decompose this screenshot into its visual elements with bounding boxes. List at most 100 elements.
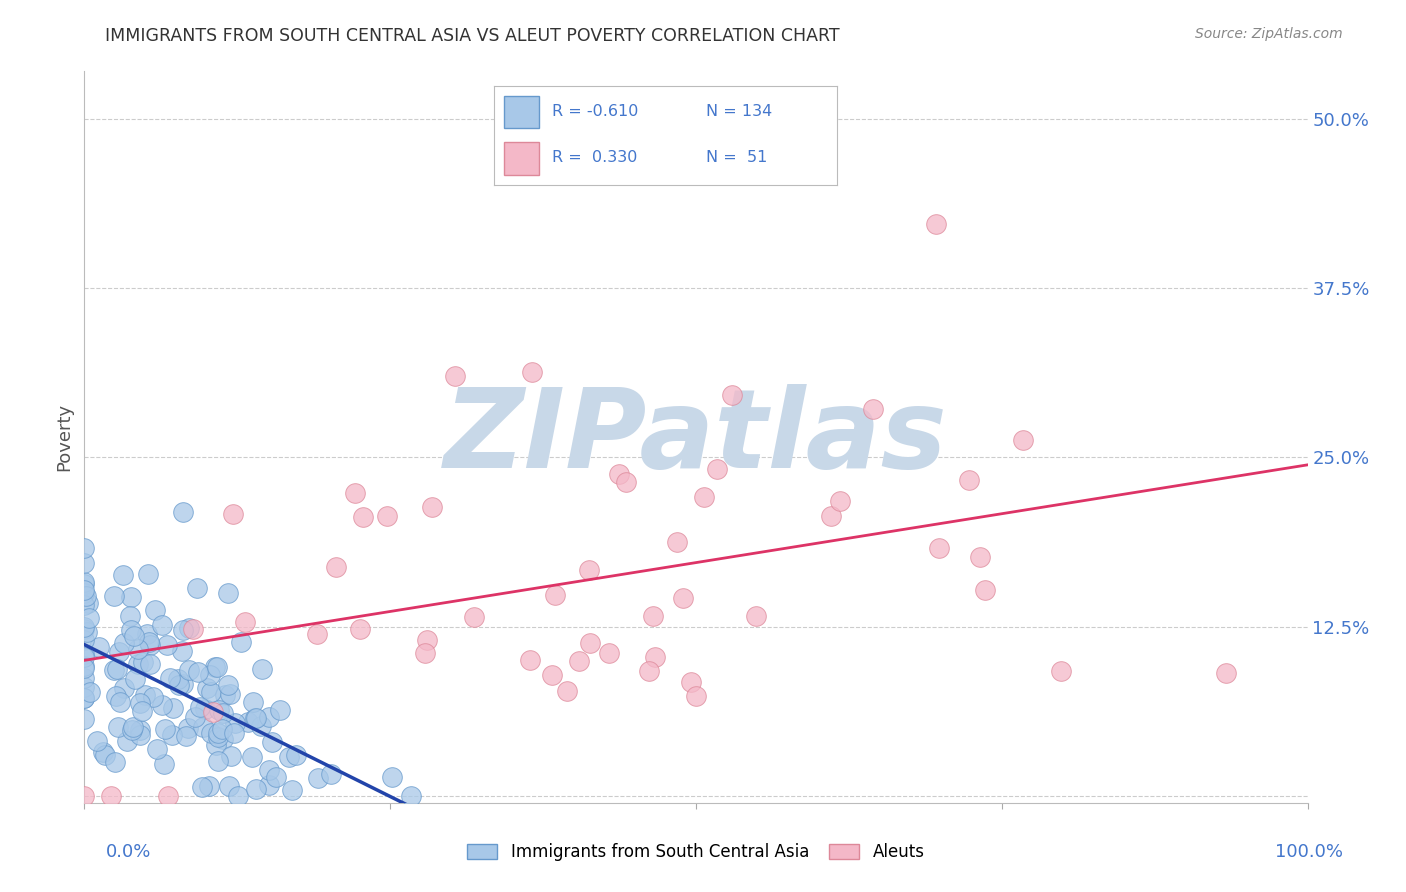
Point xyxy=(245,781,267,796)
Point xyxy=(73,789,96,803)
Point xyxy=(644,649,666,664)
Point xyxy=(245,711,267,725)
Point xyxy=(598,646,620,660)
Point xyxy=(284,747,307,762)
Point xyxy=(238,715,260,730)
Point xyxy=(73,620,96,634)
Point xyxy=(174,729,197,743)
Point xyxy=(177,621,200,635)
Point xyxy=(103,590,125,604)
Point xyxy=(167,672,190,686)
Point xyxy=(243,711,266,725)
Point xyxy=(153,722,176,736)
Point xyxy=(132,656,155,670)
Point xyxy=(224,726,246,740)
Point xyxy=(186,581,208,595)
Point xyxy=(187,665,209,680)
Point xyxy=(167,678,190,692)
Point xyxy=(319,767,342,781)
Point xyxy=(112,681,135,695)
Point xyxy=(381,770,404,784)
Point xyxy=(73,577,96,591)
Point xyxy=(73,586,96,600)
Point xyxy=(110,695,132,709)
Point xyxy=(242,695,264,709)
Point xyxy=(305,626,328,640)
Point xyxy=(416,632,439,647)
Point xyxy=(76,625,98,640)
Point xyxy=(150,698,173,712)
Point xyxy=(205,738,228,752)
Point xyxy=(830,493,852,508)
Point xyxy=(208,703,231,717)
Point xyxy=(194,701,217,715)
Point xyxy=(104,690,127,704)
Point xyxy=(202,705,225,719)
Point xyxy=(122,720,145,734)
Point xyxy=(94,748,117,763)
Point xyxy=(100,789,122,803)
Point xyxy=(1050,664,1073,678)
Point xyxy=(86,734,108,748)
Point xyxy=(124,630,146,644)
Point xyxy=(150,618,173,632)
Point xyxy=(343,485,366,500)
Point xyxy=(218,779,240,793)
Point xyxy=(666,534,689,549)
Point xyxy=(156,789,179,803)
Point xyxy=(127,657,149,671)
Point xyxy=(179,663,201,677)
Point xyxy=(129,696,152,710)
Point xyxy=(183,710,205,724)
Point xyxy=(73,691,96,706)
Point xyxy=(257,763,280,777)
Point xyxy=(139,657,162,672)
Point xyxy=(862,401,884,416)
Point xyxy=(190,780,212,794)
Point xyxy=(120,591,142,605)
Point xyxy=(681,675,703,690)
Point xyxy=(745,608,768,623)
Point xyxy=(131,704,153,718)
Point xyxy=(120,623,142,637)
Point xyxy=(79,610,101,624)
Point xyxy=(211,731,233,746)
Point xyxy=(120,609,142,624)
Point xyxy=(139,638,162,652)
Point xyxy=(638,665,661,679)
Point xyxy=(928,541,950,556)
Point xyxy=(129,723,152,737)
Point xyxy=(145,741,167,756)
Point xyxy=(142,690,165,704)
Point xyxy=(444,369,467,384)
Point xyxy=(177,721,200,735)
Point xyxy=(240,749,263,764)
Point xyxy=(207,754,229,768)
Point xyxy=(693,491,716,505)
Point xyxy=(211,722,233,736)
Point xyxy=(103,663,125,677)
Point xyxy=(218,687,240,701)
Point xyxy=(73,649,96,664)
Point xyxy=(820,509,842,524)
Point xyxy=(924,217,946,231)
Point xyxy=(207,726,229,740)
Point xyxy=(153,756,176,771)
Point xyxy=(127,641,149,656)
Point xyxy=(162,700,184,714)
Point xyxy=(160,728,183,742)
Point xyxy=(188,700,211,714)
Point xyxy=(204,660,226,674)
Point xyxy=(124,672,146,686)
Point xyxy=(214,688,236,702)
Point xyxy=(211,706,233,720)
Point xyxy=(112,636,135,650)
Point xyxy=(73,575,96,590)
Point xyxy=(73,541,96,556)
Point xyxy=(706,462,728,476)
Point xyxy=(191,720,214,734)
Text: IMMIGRANTS FROM SOUTH CENTRAL ASIA VS ALEUT POVERTY CORRELATION CHART: IMMIGRANTS FROM SOUTH CENTRAL ASIA VS AL… xyxy=(105,27,839,45)
Point xyxy=(250,719,273,733)
Point xyxy=(200,685,222,699)
Point xyxy=(134,689,156,703)
